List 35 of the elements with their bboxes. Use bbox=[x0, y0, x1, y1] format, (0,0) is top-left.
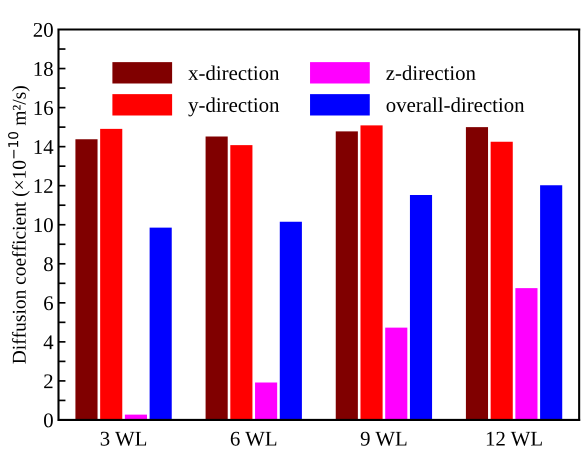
y-tick-label: 14 bbox=[34, 140, 54, 154]
y-tick-label: 6 bbox=[44, 296, 54, 310]
bar bbox=[280, 222, 302, 420]
bar bbox=[230, 145, 252, 420]
legend-label: y-direction bbox=[188, 97, 280, 116]
legend-label: x-direction bbox=[188, 65, 280, 80]
x-tick-label: 9 WL bbox=[360, 432, 406, 446]
y-tick-label: 4 bbox=[44, 335, 54, 350]
bar bbox=[150, 228, 172, 420]
bar bbox=[385, 328, 408, 420]
y-tick-label: 16 bbox=[34, 101, 54, 116]
legend-label: z-direction bbox=[386, 65, 476, 80]
bar bbox=[100, 128, 122, 420]
x-tick-label: 12 WL bbox=[486, 432, 542, 446]
y-axis-title: Diffusion coefficient (×10$^{−10}$ m²/s) bbox=[8, 86, 30, 364]
bar bbox=[410, 195, 432, 420]
y-tick-label: 2 bbox=[44, 374, 52, 388]
y-tick-label: 0 bbox=[44, 413, 53, 428]
y-tick-label: 12 bbox=[34, 179, 52, 193]
bar bbox=[360, 125, 383, 420]
y-tick-label: 18 bbox=[34, 62, 53, 76]
bar bbox=[255, 382, 278, 420]
bar bbox=[540, 185, 562, 420]
bar bbox=[75, 139, 98, 420]
bar bbox=[466, 127, 488, 420]
y-tick-label: 20 bbox=[34, 22, 53, 37]
bar bbox=[206, 136, 228, 420]
x-tick-label: 3 WL bbox=[100, 432, 146, 446]
y-tick-label: 10 bbox=[34, 218, 53, 232]
legend-label: overall-direction bbox=[386, 97, 524, 112]
y-tick-label: 8 bbox=[44, 257, 53, 272]
x-tick-label: 6 WL bbox=[230, 432, 276, 446]
bar bbox=[336, 131, 358, 420]
bar bbox=[490, 142, 513, 420]
bar bbox=[515, 288, 538, 420]
